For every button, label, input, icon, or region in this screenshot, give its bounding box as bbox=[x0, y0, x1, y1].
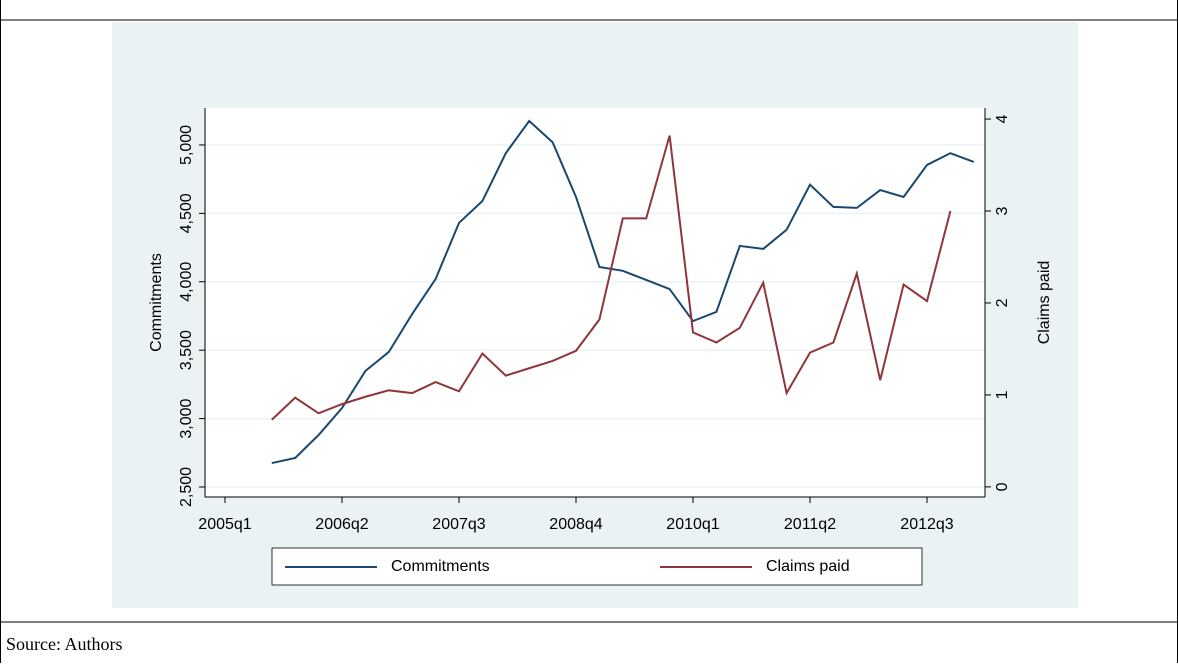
chart: 2,500 3,000 3,500 4,000 4,500 5,000 0 1 2 3 4 Commi… bbox=[148, 108, 1053, 586]
y2-tick-label: 3 bbox=[994, 206, 1011, 215]
legend-label: Commitments bbox=[391, 558, 490, 575]
y-tick-label: 3,000 bbox=[178, 398, 195, 438]
y-axis-title: Commitments bbox=[148, 253, 165, 352]
y-tick-label: 4,000 bbox=[178, 262, 195, 302]
x-tick-label: 2007q3 bbox=[432, 516, 485, 533]
y2-tick-label: 0 bbox=[994, 482, 1011, 491]
y-tick-label: 2,500 bbox=[178, 467, 195, 507]
y-tick-label: 3,500 bbox=[178, 330, 195, 370]
legend-label: Claims paid bbox=[766, 558, 850, 575]
x-tick-label: 2012q3 bbox=[900, 516, 953, 533]
y2-tick-label: 1 bbox=[994, 390, 1011, 399]
source: Source: Authors bbox=[6, 634, 123, 654]
series-line bbox=[271, 119, 975, 465]
y-tick-label: 4,500 bbox=[178, 193, 195, 233]
x-tick-label: 2006q2 bbox=[315, 516, 368, 533]
y-tick-label: 5,000 bbox=[178, 125, 195, 165]
y2-tick-label: 2 bbox=[994, 298, 1011, 307]
x-tick-label: 2008q4 bbox=[549, 516, 602, 533]
y2-axis-title: Claims paid bbox=[1036, 261, 1053, 345]
series-line bbox=[271, 135, 952, 421]
y2-tick-label: 4 bbox=[994, 114, 1011, 123]
plot-area bbox=[205, 108, 985, 497]
x-tick-label: 2005q1 bbox=[198, 516, 251, 533]
x-tick-label: 2010q1 bbox=[666, 516, 719, 533]
legend bbox=[271, 547, 923, 586]
x-tick-label: 2011q2 bbox=[784, 516, 836, 533]
